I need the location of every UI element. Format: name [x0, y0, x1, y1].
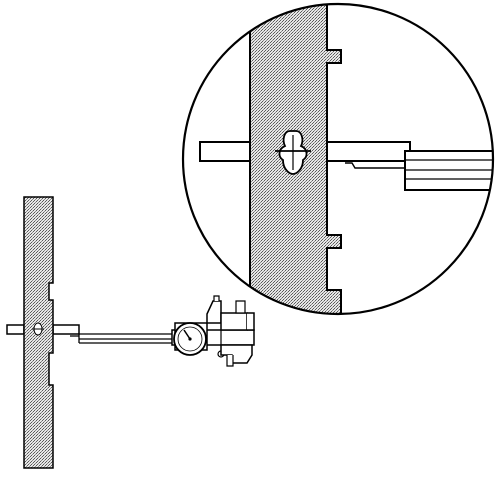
magnified-detail	[199, 4, 493, 314]
zoom-shaft-left	[199, 141, 253, 162]
dial-caliper-icon	[171, 295, 255, 367]
zoom-caliper-jaws	[324, 141, 493, 191]
main-view	[6, 196, 255, 469]
main-keyhole-slot	[32, 322, 44, 336]
magnifier-circle-icon	[181, 2, 495, 316]
main-caliper-jaws	[70, 333, 172, 344]
zoom-keyhole-slot	[275, 130, 311, 175]
